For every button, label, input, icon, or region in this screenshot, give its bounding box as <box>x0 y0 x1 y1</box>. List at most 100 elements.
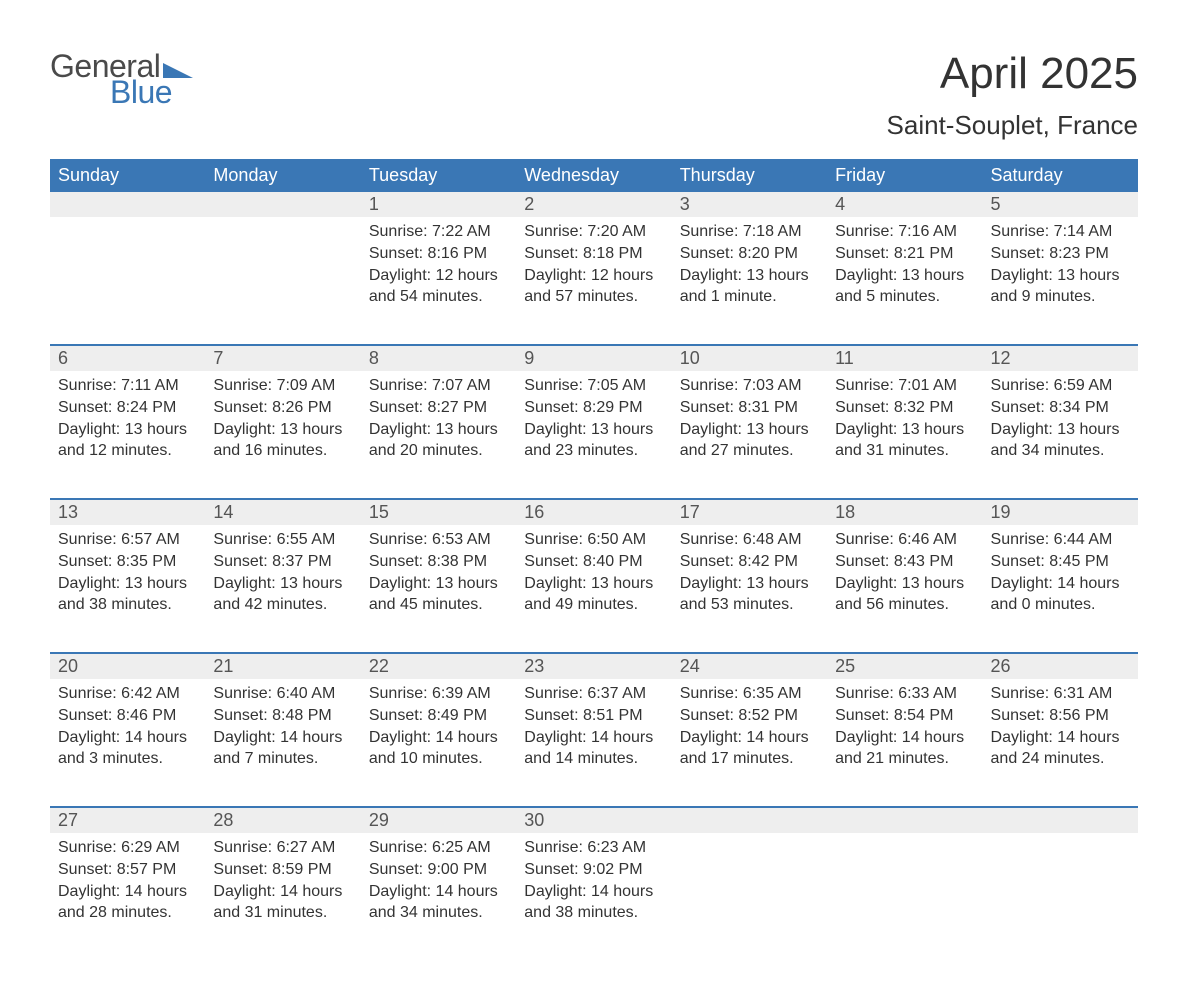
weekday-heading: Monday <box>205 159 360 192</box>
day-number-cell: 10 <box>672 345 827 371</box>
day-number-cell: 16 <box>516 499 671 525</box>
day-cell: Sunrise: 6:55 AMSunset: 8:37 PMDaylight:… <box>205 525 360 653</box>
day-cell: Sunrise: 7:20 AMSunset: 8:18 PMDaylight:… <box>516 217 671 345</box>
sunrise-line: Sunrise: 7:03 AM <box>680 375 819 397</box>
sunrise-line: Sunrise: 6:25 AM <box>369 837 508 859</box>
daylight-line: Daylight: 14 hours and 21 minutes. <box>835 727 974 770</box>
sunset-line: Sunset: 8:45 PM <box>991 551 1130 573</box>
day-cell: Sunrise: 6:39 AMSunset: 8:49 PMDaylight:… <box>361 679 516 807</box>
sunset-line: Sunset: 8:26 PM <box>213 397 352 419</box>
day-cell: Sunrise: 6:59 AMSunset: 8:34 PMDaylight:… <box>983 371 1138 499</box>
day-cell: Sunrise: 7:11 AMSunset: 8:24 PMDaylight:… <box>50 371 205 499</box>
daynum-row: 12345 <box>50 192 1138 217</box>
sunrise-line: Sunrise: 6:31 AM <box>991 683 1130 705</box>
day-cell <box>983 833 1138 961</box>
day-number-cell: 23 <box>516 653 671 679</box>
daylight-line: Daylight: 14 hours and 24 minutes. <box>991 727 1130 770</box>
calendar-table: Sunday Monday Tuesday Wednesday Thursday… <box>50 159 1138 961</box>
day-number-cell: 18 <box>827 499 982 525</box>
day-cell <box>205 217 360 345</box>
day-cell: Sunrise: 6:53 AMSunset: 8:38 PMDaylight:… <box>361 525 516 653</box>
sunset-line: Sunset: 8:24 PM <box>58 397 197 419</box>
day-number-cell: 12 <box>983 345 1138 371</box>
daylight-line: Daylight: 14 hours and 28 minutes. <box>58 881 197 924</box>
sunset-line: Sunset: 8:52 PM <box>680 705 819 727</box>
sunrise-line: Sunrise: 6:39 AM <box>369 683 508 705</box>
sunrise-line: Sunrise: 7:14 AM <box>991 221 1130 243</box>
calendar-page: General Blue April 2025 Saint-Souplet, F… <box>0 0 1188 1001</box>
daylight-line: Daylight: 13 hours and 5 minutes. <box>835 265 974 308</box>
day-cell: Sunrise: 7:05 AMSunset: 8:29 PMDaylight:… <box>516 371 671 499</box>
day-number-cell: 30 <box>516 807 671 833</box>
day-cell: Sunrise: 6:31 AMSunset: 8:56 PMDaylight:… <box>983 679 1138 807</box>
day-content-row: Sunrise: 6:29 AMSunset: 8:57 PMDaylight:… <box>50 833 1138 961</box>
daylight-line: Daylight: 13 hours and 31 minutes. <box>835 419 974 462</box>
sunrise-line: Sunrise: 7:18 AM <box>680 221 819 243</box>
day-number-cell: 29 <box>361 807 516 833</box>
day-number-cell: 6 <box>50 345 205 371</box>
daylight-line: Daylight: 13 hours and 9 minutes. <box>991 265 1130 308</box>
day-number-cell: 5 <box>983 192 1138 217</box>
sunrise-line: Sunrise: 6:27 AM <box>213 837 352 859</box>
weekday-heading: Wednesday <box>516 159 671 192</box>
sunset-line: Sunset: 8:38 PM <box>369 551 508 573</box>
daylight-line: Daylight: 13 hours and 38 minutes. <box>58 573 197 616</box>
day-number-cell: 15 <box>361 499 516 525</box>
sunrise-line: Sunrise: 6:46 AM <box>835 529 974 551</box>
day-number-cell <box>983 807 1138 833</box>
day-cell: Sunrise: 7:14 AMSunset: 8:23 PMDaylight:… <box>983 217 1138 345</box>
day-cell: Sunrise: 7:09 AMSunset: 8:26 PMDaylight:… <box>205 371 360 499</box>
day-cell: Sunrise: 6:23 AMSunset: 9:02 PMDaylight:… <box>516 833 671 961</box>
daylight-line: Daylight: 14 hours and 10 minutes. <box>369 727 508 770</box>
daylight-line: Daylight: 13 hours and 12 minutes. <box>58 419 197 462</box>
daylight-line: Daylight: 14 hours and 3 minutes. <box>58 727 197 770</box>
day-cell: Sunrise: 7:01 AMSunset: 8:32 PMDaylight:… <box>827 371 982 499</box>
day-content-row: Sunrise: 6:57 AMSunset: 8:35 PMDaylight:… <box>50 525 1138 653</box>
day-number-cell: 25 <box>827 653 982 679</box>
sunset-line: Sunset: 8:54 PM <box>835 705 974 727</box>
sunrise-line: Sunrise: 6:33 AM <box>835 683 974 705</box>
day-number-cell: 19 <box>983 499 1138 525</box>
day-number-cell: 22 <box>361 653 516 679</box>
day-number-cell: 8 <box>361 345 516 371</box>
day-cell: Sunrise: 6:48 AMSunset: 8:42 PMDaylight:… <box>672 525 827 653</box>
sunrise-line: Sunrise: 6:42 AM <box>58 683 197 705</box>
day-cell: Sunrise: 6:57 AMSunset: 8:35 PMDaylight:… <box>50 525 205 653</box>
daylight-line: Daylight: 13 hours and 23 minutes. <box>524 419 663 462</box>
day-number-cell <box>50 192 205 217</box>
sunrise-line: Sunrise: 6:44 AM <box>991 529 1130 551</box>
day-cell: Sunrise: 7:22 AMSunset: 8:16 PMDaylight:… <box>361 217 516 345</box>
weekday-heading: Friday <box>827 159 982 192</box>
sunrise-line: Sunrise: 7:20 AM <box>524 221 663 243</box>
day-cell <box>50 217 205 345</box>
day-number-cell: 24 <box>672 653 827 679</box>
sunset-line: Sunset: 8:31 PM <box>680 397 819 419</box>
day-content-row: Sunrise: 7:22 AMSunset: 8:16 PMDaylight:… <box>50 217 1138 345</box>
daynum-row: 27282930 <box>50 807 1138 833</box>
sunset-line: Sunset: 8:35 PM <box>58 551 197 573</box>
sunset-line: Sunset: 8:43 PM <box>835 551 974 573</box>
day-number-cell: 7 <box>205 345 360 371</box>
weekday-heading: Saturday <box>983 159 1138 192</box>
day-number-cell: 14 <box>205 499 360 525</box>
daylight-line: Daylight: 13 hours and 1 minute. <box>680 265 819 308</box>
day-number-cell: 2 <box>516 192 671 217</box>
sunset-line: Sunset: 8:34 PM <box>991 397 1130 419</box>
daylight-line: Daylight: 13 hours and 45 minutes. <box>369 573 508 616</box>
sunset-line: Sunset: 8:46 PM <box>58 705 197 727</box>
daylight-line: Daylight: 12 hours and 54 minutes. <box>369 265 508 308</box>
daynum-row: 6789101112 <box>50 345 1138 371</box>
page-header: General Blue April 2025 Saint-Souplet, F… <box>50 50 1138 141</box>
daynum-row: 13141516171819 <box>50 499 1138 525</box>
sunrise-line: Sunrise: 6:35 AM <box>680 683 819 705</box>
sunset-line: Sunset: 8:37 PM <box>213 551 352 573</box>
daylight-line: Daylight: 13 hours and 49 minutes. <box>524 573 663 616</box>
sunset-line: Sunset: 8:42 PM <box>680 551 819 573</box>
daylight-line: Daylight: 14 hours and 17 minutes. <box>680 727 819 770</box>
month-title: April 2025 <box>887 50 1138 98</box>
day-number-cell <box>672 807 827 833</box>
calendar-body: 12345Sunrise: 7:22 AMSunset: 8:16 PMDayl… <box>50 192 1138 961</box>
sunset-line: Sunset: 8:40 PM <box>524 551 663 573</box>
sunset-line: Sunset: 8:49 PM <box>369 705 508 727</box>
sunset-line: Sunset: 9:00 PM <box>369 859 508 881</box>
